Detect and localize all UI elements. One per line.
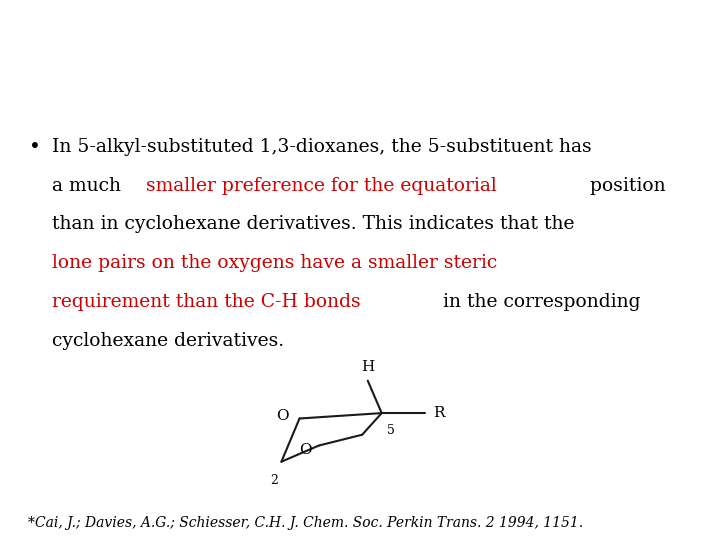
Text: in the corresponding: in the corresponding	[438, 293, 641, 311]
Text: R: R	[433, 406, 445, 420]
Text: 2: 2	[270, 474, 278, 487]
Text: cyclohexane derivatives.: cyclohexane derivatives.	[53, 332, 284, 350]
Text: *Cai, J.; Davies, A.G.; Schiesser, C.H. J. Chem. Soc. Perkin Trans. 2 1994, 1151: *Cai, J.; Davies, A.G.; Schiesser, C.H. …	[28, 516, 583, 530]
Text: O: O	[276, 409, 289, 423]
Text: position: position	[584, 177, 665, 194]
Text: than in cyclohexane derivatives. This indicates that the: than in cyclohexane derivatives. This in…	[53, 215, 575, 233]
Text: a much: a much	[53, 177, 127, 194]
Text: smaller preference for the equatorial: smaller preference for the equatorial	[146, 177, 497, 194]
Text: In 5-alkyl-substituted 1,3-dioxanes, the 5-substituent has: In 5-alkyl-substituted 1,3-dioxanes, the…	[53, 138, 592, 156]
Text: H: H	[361, 360, 374, 374]
Text: lone pairs on the oxygens have a smaller steric: lone pairs on the oxygens have a smaller…	[53, 254, 498, 272]
Text: O: O	[299, 443, 311, 457]
Text: requirement than the C-H bonds: requirement than the C-H bonds	[53, 293, 361, 311]
Text: 5: 5	[387, 424, 395, 437]
Text: •: •	[30, 138, 41, 157]
